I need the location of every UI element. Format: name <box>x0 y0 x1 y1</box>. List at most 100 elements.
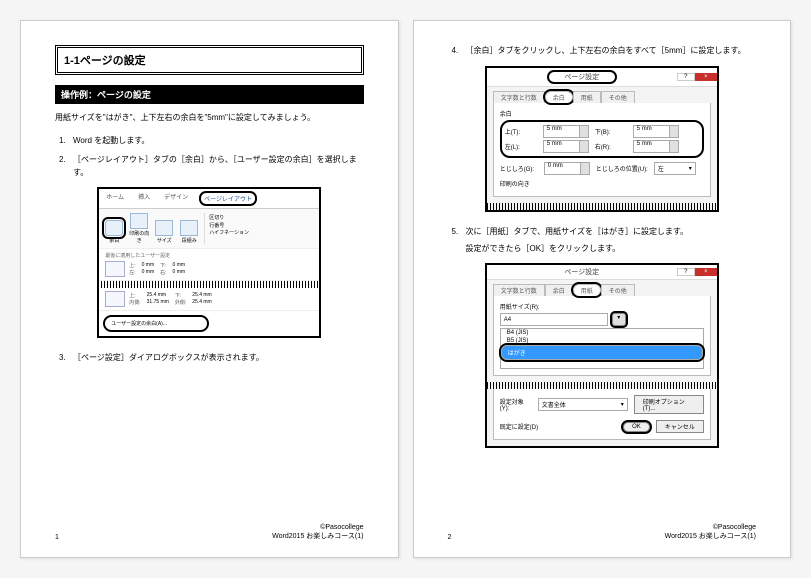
value-top: 25.4 mm <box>147 292 169 299</box>
step-2: 2. ［ページレイアウト］タブの［余白］から、［ユーザー設定の余白］を選択します… <box>55 154 364 180</box>
chapter-title: 1-1ページの設定 <box>55 45 364 75</box>
select-paper-size[interactable]: A4 <box>500 313 608 326</box>
help-button[interactable]: ? <box>677 268 695 276</box>
value-apply-to: 文書全体 <box>542 400 566 409</box>
columns-button[interactable]: 段組み <box>178 220 200 244</box>
custom-margins-item[interactable]: ユーザー設定の余白(A)... <box>103 315 209 332</box>
value-bottom: 5 mm <box>634 126 669 137</box>
tab-chars-lines[interactable]: 文字数と行数 <box>493 284 545 296</box>
input-bottom[interactable]: 5 mm <box>633 125 679 138</box>
margins-icon <box>105 220 123 236</box>
value-top: 5 mm <box>544 126 579 137</box>
input-left[interactable]: 5 mm <box>543 140 589 153</box>
line-numbers-option[interactable]: 行番号 <box>209 223 249 231</box>
set-default-button[interactable]: 既定に設定(D) <box>500 422 538 431</box>
operation-example: 操作例：ページの設定 <box>55 85 364 104</box>
select-apply-to[interactable]: 文書全体 ▾ <box>538 398 628 411</box>
cancel-button[interactable]: キャンセル <box>656 420 704 433</box>
dialog-titlebar: ページ設定 ? × <box>487 68 717 87</box>
close-button[interactable]: × <box>695 73 717 81</box>
copyright: ©Pasocollege <box>665 524 756 531</box>
tab-page-layout[interactable]: ページレイアウト <box>199 191 257 206</box>
step-number: 1. <box>59 135 73 148</box>
step-text: ［ページレイアウト］タブの［余白］から、［ユーザー設定の余白］を選択します。 <box>73 154 364 180</box>
page-setup-group: 余白 印刷の向き サイズ 段組み <box>103 213 205 244</box>
tab-paper[interactable]: 用紙 <box>573 91 601 103</box>
screenshot-margins-dialog: ページ設定 ? × 文字数と行数 余白 用紙 その他 余白 上(T): 5 mm… <box>485 66 719 212</box>
value-right: 0 mm <box>173 269 186 276</box>
spinner-icon[interactable] <box>669 126 678 137</box>
ribbon-options: 区切り 行番号 ハイフネーション <box>209 213 249 244</box>
label-gutter-pos: とじしろの位置(U): <box>596 164 648 173</box>
tab-other[interactable]: その他 <box>601 284 635 296</box>
columns-label: 段組み <box>178 237 200 244</box>
tab-margins[interactable]: 余白 <box>545 284 573 296</box>
print-options-button[interactable]: 印刷オプション(T)... <box>634 395 704 414</box>
close-button[interactable]: × <box>695 268 717 276</box>
margin-values: 上:25.4 mm 下:25.4 mm 内側:31.75 mm 外側:25.4 … <box>129 292 211 306</box>
select-gutter-pos[interactable]: 左▾ <box>654 162 696 175</box>
spinner-icon[interactable] <box>580 163 589 174</box>
margins-label: 余白 <box>103 237 125 244</box>
recent-margins: 最後に適用したユーザー設定 上:0 mm 下:0 mm 左:0 mm 右:0 m… <box>99 249 319 281</box>
label-apply-to: 設定対象(Y): <box>500 397 532 412</box>
paper-option-b4[interactable]: B4 (JIS) <box>501 329 703 337</box>
tab-home[interactable]: ホーム <box>103 191 127 206</box>
dialog-body: 余白 上(T): 5 mm 下(B): 5 mm 左(L): 5 mm 右(R)… <box>493 103 711 197</box>
ok-button[interactable]: OK <box>623 422 650 432</box>
tab-insert[interactable]: 挿入 <box>135 191 153 206</box>
paper-option-b5[interactable]: B5 (JIS) <box>501 337 703 345</box>
breaks-option[interactable]: 区切り <box>209 215 249 223</box>
tab-paper[interactable]: 用紙 <box>573 284 601 296</box>
step-5b: 設定ができたら［OK］をクリックします。 <box>466 243 757 256</box>
course-name: Word2015 お楽しみコース(1) <box>272 531 363 541</box>
value-top: 0 mm <box>142 262 155 269</box>
spinner-icon[interactable] <box>579 126 588 137</box>
orientation-button[interactable]: 印刷の向き <box>128 213 150 244</box>
label-outside: 外側: <box>175 299 186 306</box>
set-default-label: 既定に設定(D) <box>500 422 538 431</box>
input-gutter[interactable]: 0 mm <box>544 162 590 175</box>
label-top: 上: <box>129 292 140 299</box>
step-text: ［余白］タブをクリックし、上下左右の余白をすべて［5mm］に設定します。 <box>466 45 757 58</box>
step-text: 次に［用紙］タブで、用紙サイズを［はがき］に設定します。 設定ができたら［OK］… <box>466 226 757 256</box>
value-gutter: 0 mm <box>545 163 580 174</box>
margins-button[interactable]: 余白 <box>103 220 125 244</box>
value-paper-size: A4 <box>504 317 511 323</box>
tab-other[interactable]: その他 <box>601 91 635 103</box>
orientation-label: 印刷の向き <box>128 230 150 244</box>
tab-margins[interactable]: 余白 <box>545 91 573 103</box>
margin-values: 上:0 mm 下:0 mm 左:0 mm 右:0 mm <box>129 262 185 276</box>
dialog-lower: 設定対象(Y): 文書全体 ▾ 印刷オプション(T)... 既定に設定(D) OK… <box>493 389 711 440</box>
ribbon-body: 余白 印刷の向き サイズ 段組み 区切り 行番号 ハイフネーション <box>99 209 319 249</box>
step-text: Word を起動します。 <box>73 135 364 148</box>
dropdown-icon: ▾ <box>621 401 624 408</box>
size-button[interactable]: サイズ <box>153 220 175 244</box>
hyphenation-option[interactable]: ハイフネーション <box>209 230 249 238</box>
dialog-tabs: 文字数と行数 余白 用紙 その他 <box>487 87 717 103</box>
value-left: 0 mm <box>142 269 155 276</box>
paper-option-hagaki[interactable]: はがき <box>501 345 703 360</box>
section-margin: 余白 <box>500 109 704 118</box>
page-footer: 2 ©Pasocollege Word2015 お楽しみコース(1) <box>448 524 757 541</box>
page-2: 4. ［余白］タブをクリックし、上下左右の余白をすべて［5mm］に設定します。 … <box>413 20 792 558</box>
spinner-icon[interactable] <box>579 141 588 152</box>
columns-icon <box>180 220 198 236</box>
size-icon <box>155 220 173 236</box>
value-outside: 25.4 mm <box>192 299 211 306</box>
step-1: 1. Word を起動します。 <box>55 135 364 148</box>
recent-title: 最後に適用したユーザー設定 <box>105 252 313 259</box>
paper-size-list: B4 (JIS) B5 (JIS) はがき <box>500 328 704 369</box>
paper-option-blank[interactable] <box>501 360 703 368</box>
input-top[interactable]: 5 mm <box>543 125 589 138</box>
spinner-icon[interactable] <box>669 141 678 152</box>
help-button[interactable]: ? <box>677 73 695 81</box>
dropdown-button[interactable]: ▾ <box>612 313 626 326</box>
label-right: 右: <box>160 269 166 276</box>
input-right[interactable]: 5 mm <box>633 140 679 153</box>
tab-chars-lines[interactable]: 文字数と行数 <box>493 91 545 103</box>
step-4: 4. ［余白］タブをクリックし、上下左右の余白をすべて［5mm］に設定します。 <box>448 45 757 58</box>
step-number: 2. <box>59 154 73 180</box>
torn-edge <box>487 203 717 210</box>
tab-design[interactable]: デザイン <box>161 191 191 206</box>
